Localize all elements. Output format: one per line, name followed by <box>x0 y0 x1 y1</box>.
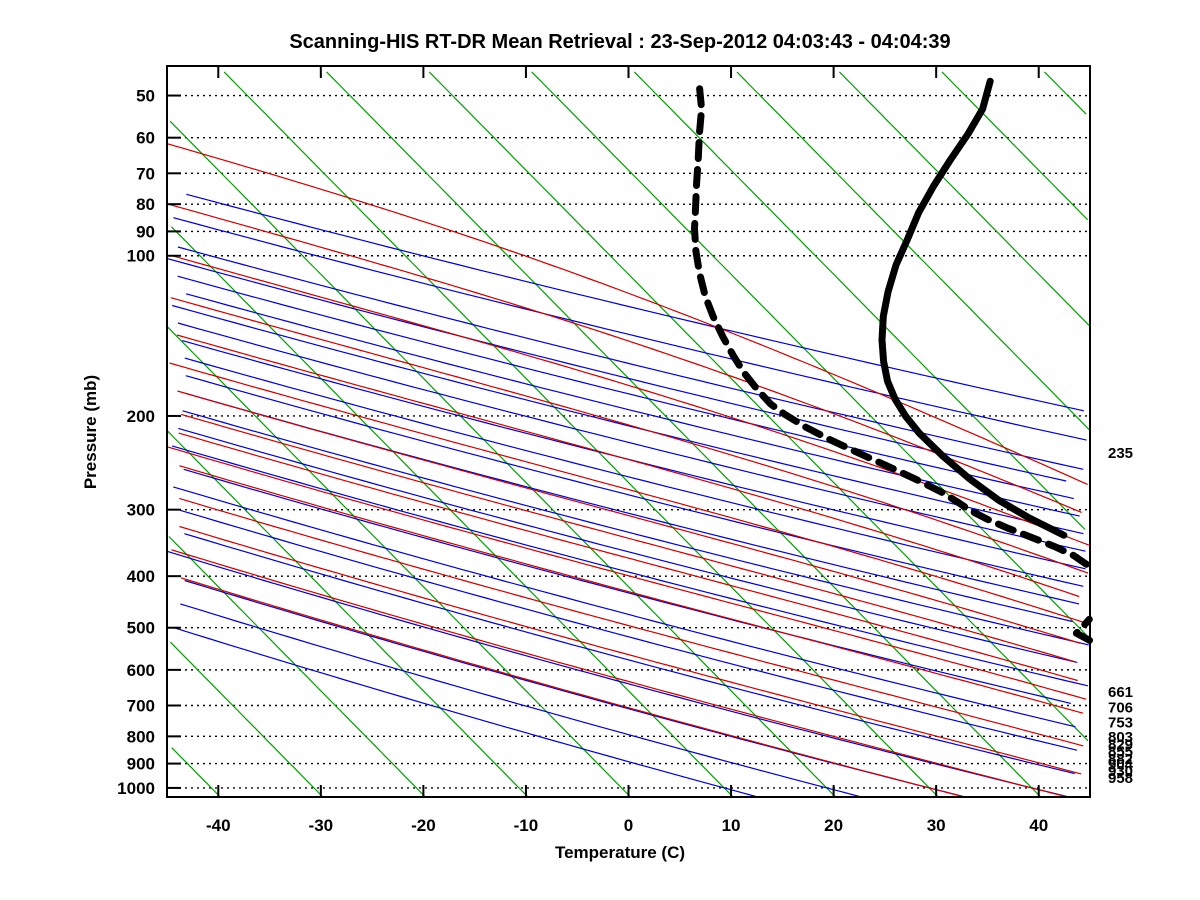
x-tick-label: 30 <box>927 816 946 835</box>
dry-adiabat-line <box>177 275 1074 500</box>
x-tick-label: -40 <box>206 816 231 835</box>
right-level-label: 855 <box>1108 744 1133 761</box>
right-level-label: 235 <box>1108 445 1133 462</box>
y-tick-label: 800 <box>127 727 155 746</box>
y-tick-label: 400 <box>127 567 155 586</box>
x-tick-label: 10 <box>722 816 741 835</box>
dry-adiabat-line <box>172 304 1084 535</box>
y-tick-label: 600 <box>127 661 155 680</box>
moist-adiabat-line <box>170 297 1089 574</box>
moist-adiabat-line <box>176 334 1080 598</box>
x-tick-label: -10 <box>514 816 539 835</box>
right-level-label: 803 <box>1108 729 1133 746</box>
dry-adiabat-line <box>166 550 1069 798</box>
y-tick-label: 90 <box>136 222 155 241</box>
profile-curve-temperature <box>878 77 1068 539</box>
dry-adiabat-line <box>178 427 1078 663</box>
right-level-label: 882 <box>1108 751 1133 768</box>
isotherm-line <box>326 71 1042 798</box>
moist-adiabat-line <box>177 390 1080 644</box>
dry-adiabat-line <box>167 258 1067 482</box>
moist-adiabat-line <box>181 413 1076 663</box>
dry-adiabat-line <box>173 486 1076 728</box>
isotherm-line <box>165 324 632 798</box>
y-tick-label: 70 <box>136 164 155 183</box>
isotherm-line <box>941 71 1089 221</box>
isotherm-line <box>736 71 1091 432</box>
x-tick-label: 0 <box>624 816 633 835</box>
right-level-label: 958 <box>1108 770 1133 787</box>
dry-adiabat-line <box>180 603 862 798</box>
dry-adiabat-line <box>183 468 1072 704</box>
moist-adiabat-line <box>168 203 1082 513</box>
x-axis-label: Temperature (C) <box>555 843 685 862</box>
moist-adiabat-line <box>166 143 1088 485</box>
dry-adiabat-line <box>171 445 1089 687</box>
dry-adiabat-line <box>185 375 1080 605</box>
y-tick-label: 1000 <box>117 779 155 798</box>
right-level-label: 661 <box>1108 684 1133 701</box>
profile-curves-layer <box>691 77 1093 644</box>
isotherm-line <box>531 71 1087 636</box>
y-tick-label: 700 <box>127 696 155 715</box>
grid-lines-layer <box>165 71 1091 798</box>
right-level-label: 930 <box>1108 763 1133 780</box>
dry-adiabat-line <box>177 322 1086 552</box>
y-tick-label: 60 <box>136 129 155 148</box>
isotherm-line <box>838 71 1090 326</box>
isotherm-line <box>167 430 529 798</box>
profile-curve-dewpoint <box>1072 615 1093 644</box>
moist-adiabat-line <box>171 549 1068 798</box>
y-tick-label: 80 <box>136 195 155 214</box>
moist-adiabat-line <box>169 362 1091 626</box>
right-level-label: 829 <box>1108 737 1133 754</box>
dry-adiabat-line <box>186 193 1085 412</box>
dry-adiabat-line <box>184 357 1084 587</box>
chart-title: Scanning-HIS RT-DR Mean Retrieval : 23-S… <box>289 31 950 53</box>
x-tick-label: 40 <box>1029 816 1048 835</box>
dry-adiabat-line <box>172 626 758 798</box>
isotherm-line <box>171 226 734 798</box>
y-tick-label: 500 <box>127 619 155 638</box>
dry-adiabat-line <box>184 533 1075 775</box>
isotherm-line <box>428 71 1089 742</box>
dry-adiabat-line <box>179 509 1078 751</box>
moist-adiabat-line <box>179 497 1084 747</box>
moist-adiabat-line <box>171 255 1090 546</box>
y-tick-label: 200 <box>127 407 155 426</box>
dry-adiabat-line <box>173 217 1087 441</box>
x-tick-label: -20 <box>411 816 436 835</box>
moist-adiabat-line <box>167 446 1087 700</box>
moist-adiabat-line <box>179 525 1082 775</box>
isotherm-line <box>1044 71 1087 115</box>
profile-curve-dewpoint <box>691 77 1090 568</box>
isotherm-line <box>168 536 426 798</box>
moist-adiabat-line <box>179 465 1084 714</box>
y-tick-label: 300 <box>127 501 155 520</box>
moist-adiabat-line <box>180 577 965 798</box>
y-tick-label: 900 <box>127 755 155 774</box>
isotherm-line <box>169 120 837 798</box>
right-level-label: 753 <box>1108 714 1133 731</box>
axis-labels-layer: -40 -30 -20 -10 0 10 20 30 40 50 60 70 80 90 100 200 300… <box>117 66 1134 835</box>
x-tick-label: -30 <box>309 816 334 835</box>
isotherm-line <box>171 747 221 798</box>
moist-adiabat-line <box>178 432 1078 682</box>
dry-adiabat-line <box>182 410 1089 646</box>
right-level-label: 904 <box>1108 757 1134 774</box>
right-level-label: 706 <box>1108 699 1133 716</box>
isotherm-line <box>169 641 324 798</box>
y-tick-label: 100 <box>127 247 155 266</box>
y-axis-label: Pressure (mb) <box>81 375 100 489</box>
x-tick-label: 20 <box>824 816 843 835</box>
y-tick-label: 50 <box>136 87 155 106</box>
